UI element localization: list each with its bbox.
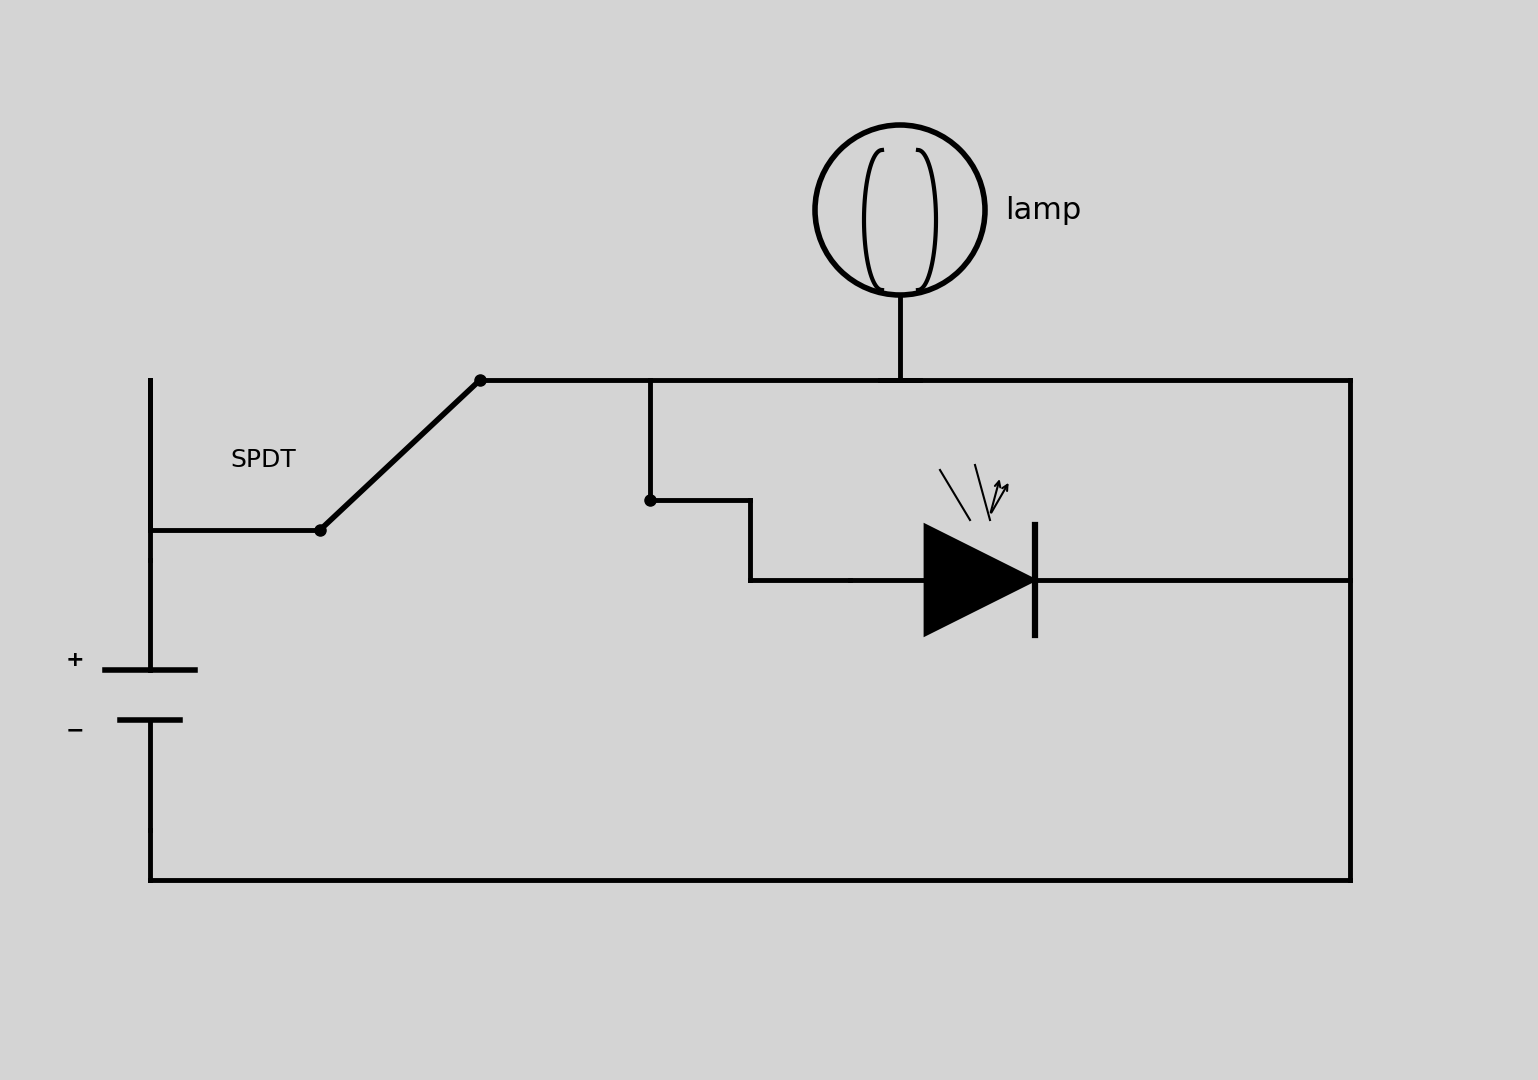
Text: −: − [66,720,85,740]
Polygon shape [924,525,1035,635]
Text: +: + [66,650,85,670]
Text: lamp: lamp [1004,195,1081,225]
Text: SPDT: SPDT [231,448,295,472]
